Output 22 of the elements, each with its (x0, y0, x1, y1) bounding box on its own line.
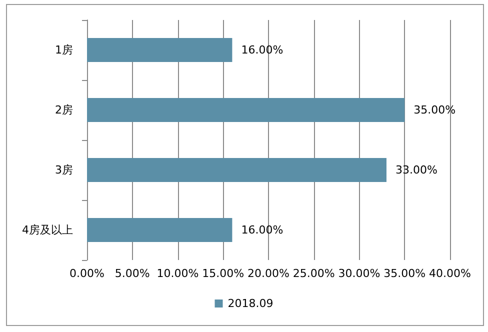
y-tick-label: 4房及以上 (22, 224, 73, 236)
data-label: 16.00% (241, 44, 284, 56)
x-tick-label: 30.00% (338, 267, 380, 280)
data-label: 35.00% (414, 104, 456, 116)
x-tick-label: 20.00% (248, 267, 290, 280)
x-tick-label: 5.00% (114, 267, 150, 280)
x-tick-label: 0.00% (70, 267, 104, 280)
data-label: 16.00% (241, 224, 284, 236)
legend-label: 2018.09 (228, 297, 274, 310)
y-tick-label: 1房 (55, 44, 73, 56)
data-label: 33.00% (395, 164, 438, 176)
x-tick-label: 10.00% (156, 267, 199, 280)
x-tick-label: 25.00% (292, 267, 335, 280)
x-tick-label: 40.00% (429, 267, 471, 280)
y-tick-label: 3房 (55, 164, 73, 176)
bar (87, 218, 232, 242)
bar (87, 98, 405, 122)
bar (87, 158, 386, 182)
bar (87, 38, 232, 62)
x-tick-label: 15.00% (202, 267, 244, 280)
y-tick-label: 2房 (55, 104, 73, 116)
x-tick-label: 35.00% (384, 267, 426, 280)
